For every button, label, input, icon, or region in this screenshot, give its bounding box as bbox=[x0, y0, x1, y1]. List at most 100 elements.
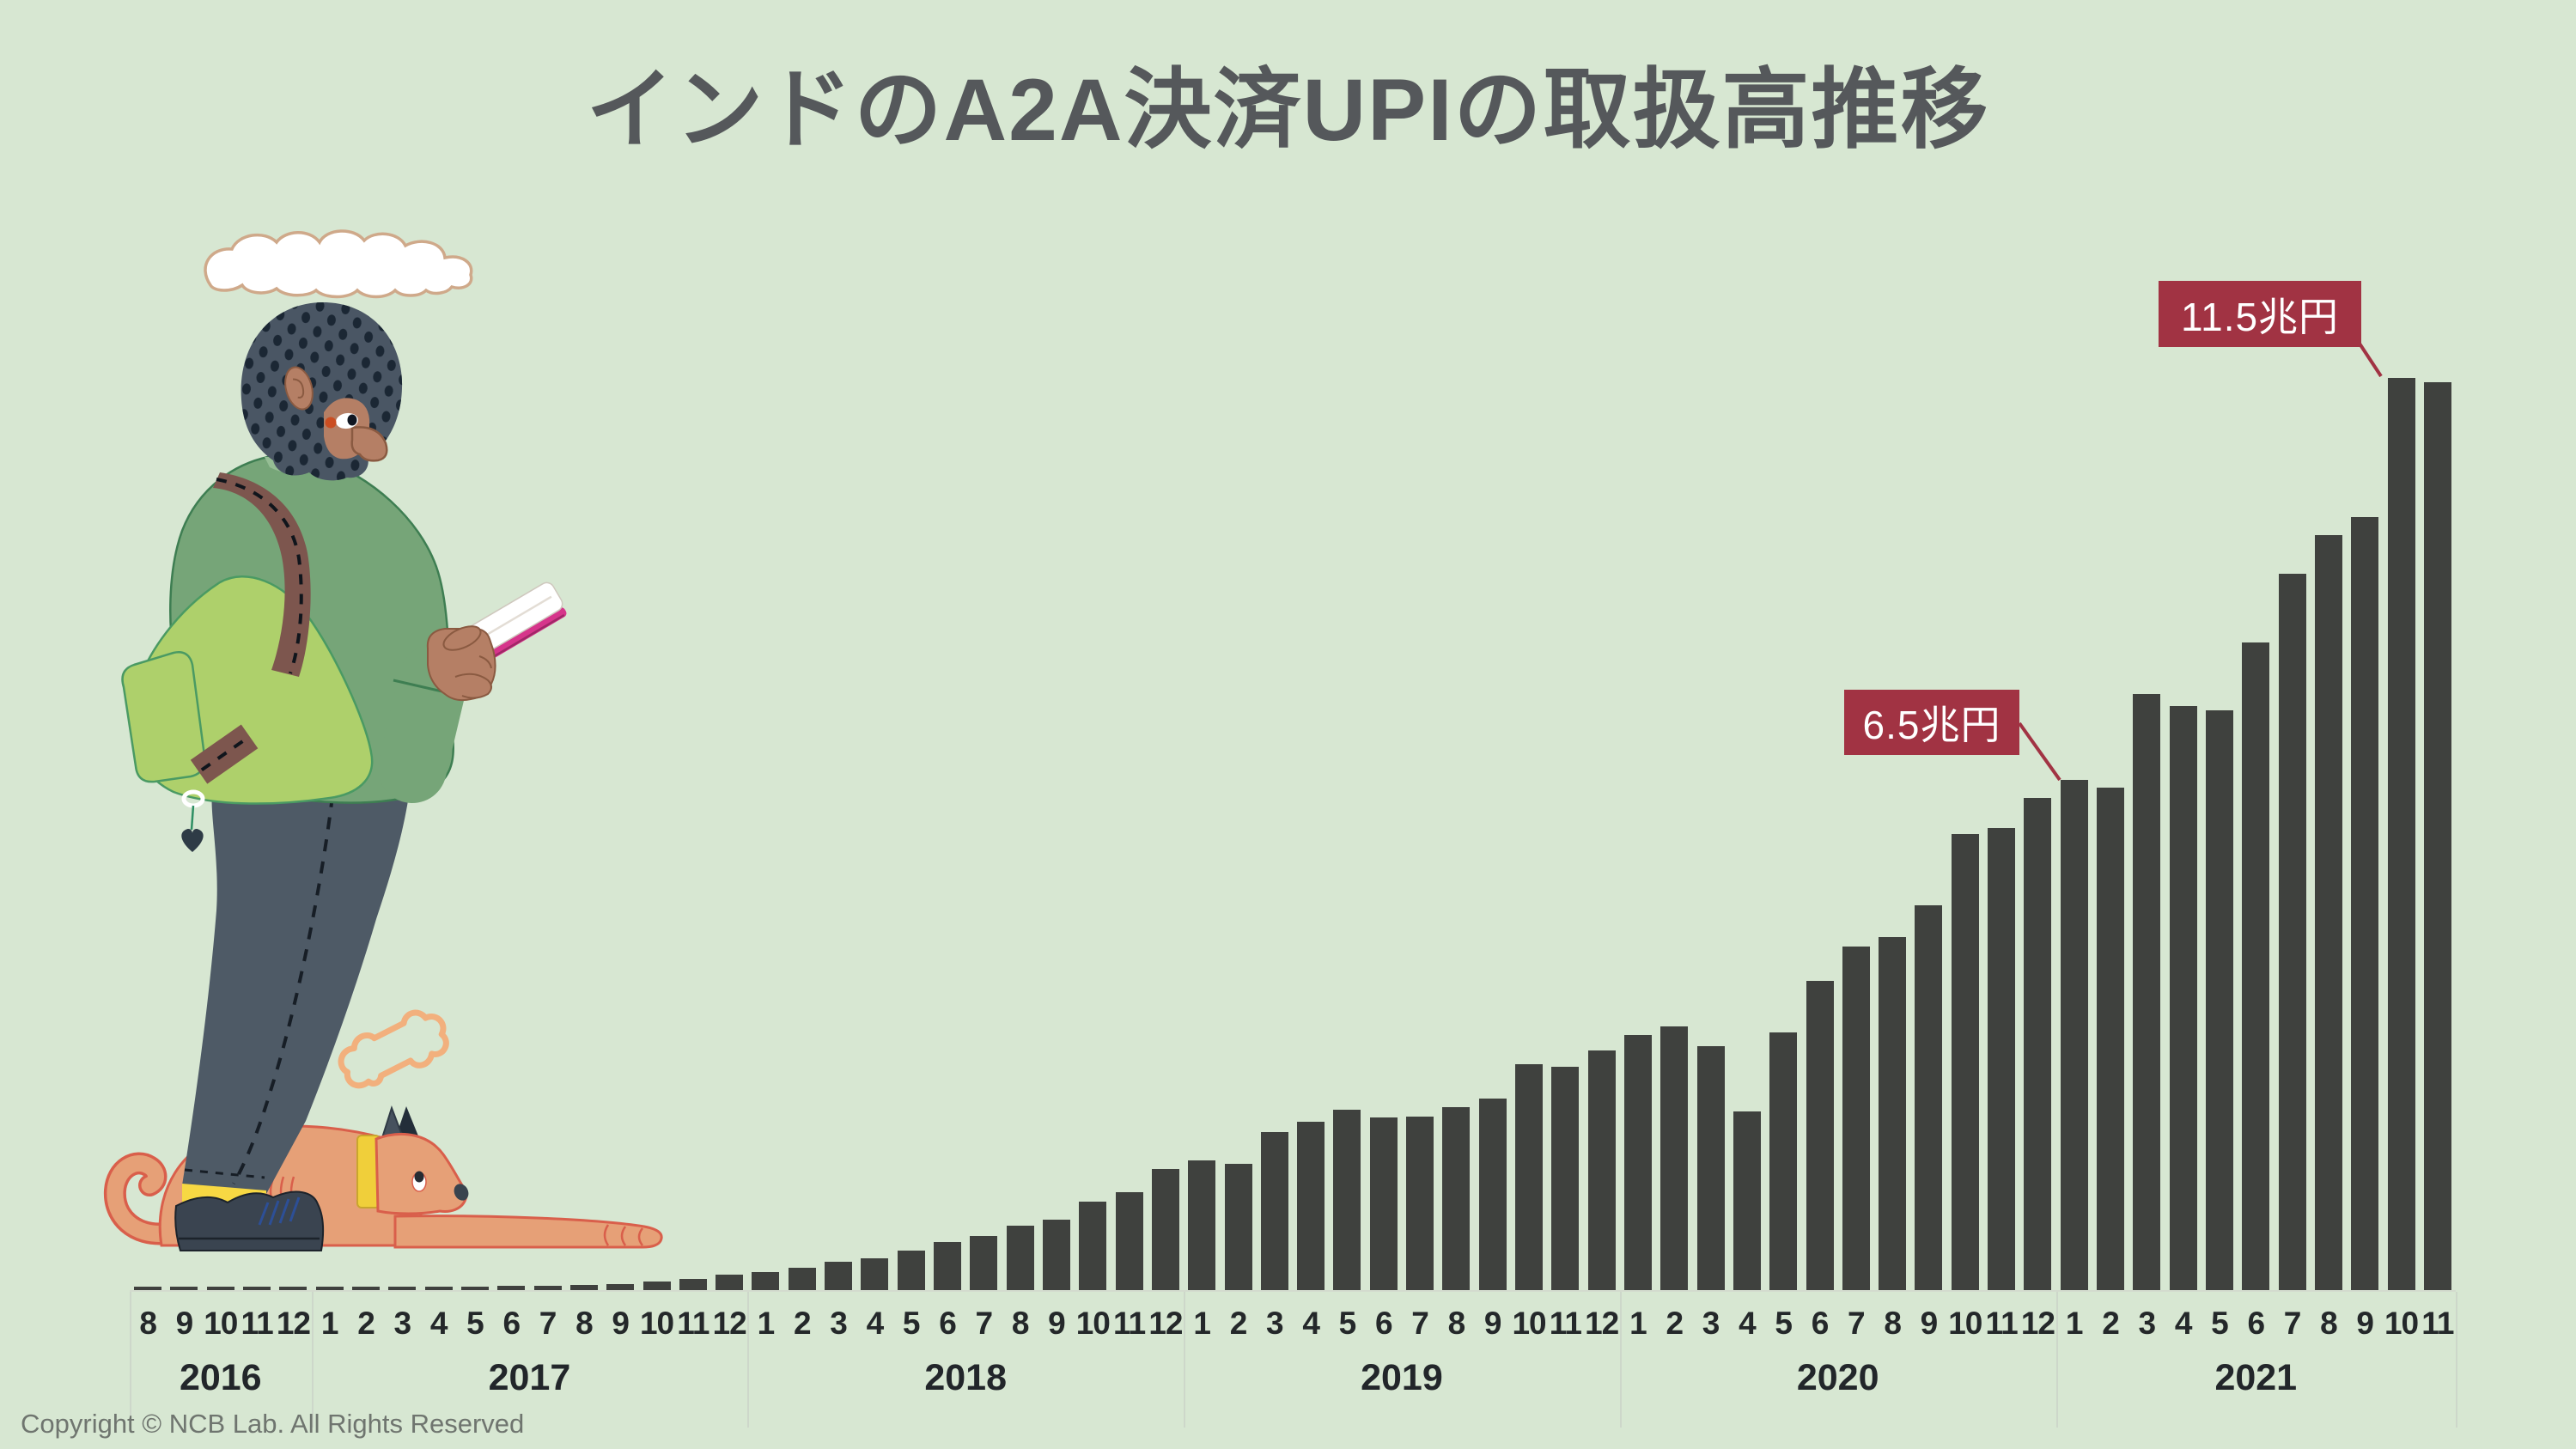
month-label: 1 bbox=[2065, 1306, 2084, 1341]
bar-slot bbox=[893, 0, 929, 1290]
month-label: 12 bbox=[276, 1306, 311, 1341]
month-label: 9 bbox=[612, 1306, 630, 1341]
year-label: 2017 bbox=[488, 1357, 571, 1398]
year-separator-line bbox=[130, 1292, 131, 1428]
year-separator-line bbox=[2055, 1292, 2058, 1428]
heart-charm-icon bbox=[181, 828, 204, 852]
dog-front-paws bbox=[393, 1215, 663, 1249]
bar-slot bbox=[2128, 0, 2165, 1290]
month-label: 9 bbox=[175, 1306, 194, 1341]
bar bbox=[2060, 780, 2088, 1290]
month-label: 11 bbox=[677, 1306, 709, 1341]
month-label: 9 bbox=[1920, 1306, 1939, 1341]
month-label: 11 bbox=[2421, 1306, 2454, 1341]
bar-slot bbox=[1947, 0, 1983, 1290]
bar bbox=[134, 1287, 162, 1290]
bar-slot bbox=[1475, 0, 1511, 1290]
month-label: 4 bbox=[429, 1306, 448, 1341]
bar-slot bbox=[2092, 0, 2128, 1290]
bar bbox=[897, 1251, 925, 1290]
bar bbox=[1478, 1099, 1507, 1290]
bar bbox=[1297, 1122, 1325, 1290]
bar-slot bbox=[203, 0, 239, 1290]
year-axis-labels: 2016 2017 2018 2019 2020 2021 bbox=[130, 1357, 2456, 1399]
bar-slot bbox=[166, 0, 202, 1290]
bar-slot bbox=[2238, 0, 2274, 1290]
month-label: 6 bbox=[1374, 1306, 1393, 1341]
month-label: 11 bbox=[241, 1306, 274, 1341]
bar bbox=[1587, 1050, 1616, 1290]
bar-slot bbox=[239, 0, 275, 1290]
bar-slot bbox=[275, 0, 311, 1290]
bar-slot bbox=[1801, 0, 1837, 1290]
bar bbox=[1660, 1026, 1689, 1290]
bar bbox=[533, 1286, 562, 1290]
dog-pupil bbox=[414, 1171, 424, 1183]
bar-slot bbox=[1402, 0, 1438, 1290]
bar bbox=[752, 1272, 780, 1290]
bar-slot bbox=[1148, 0, 1184, 1290]
month-label: 5 bbox=[2211, 1306, 2229, 1341]
bar-slot bbox=[602, 0, 638, 1290]
month-label: 8 bbox=[1884, 1306, 1902, 1341]
bar bbox=[2423, 382, 2451, 1290]
month-label: 7 bbox=[975, 1306, 994, 1341]
bar-slot bbox=[929, 0, 965, 1290]
month-label: 10 bbox=[204, 1306, 238, 1341]
copyright-text: Copyright © NCB Lab. All Rights Reserved bbox=[21, 1409, 525, 1439]
month-label: 6 bbox=[1811, 1306, 1830, 1341]
bar bbox=[716, 1275, 744, 1290]
bar-slot bbox=[1075, 0, 1111, 1290]
bar bbox=[1224, 1164, 1252, 1290]
bar-slot bbox=[1220, 0, 1256, 1290]
bar bbox=[2314, 535, 2342, 1290]
month-label: 8 bbox=[575, 1306, 594, 1341]
nose bbox=[350, 426, 388, 462]
month-label: 12 bbox=[1148, 1306, 1183, 1341]
bar bbox=[642, 1282, 671, 1290]
backpack bbox=[121, 575, 374, 852]
bar bbox=[1406, 1117, 1434, 1290]
bar-slot bbox=[1366, 0, 1402, 1290]
bar bbox=[2387, 378, 2415, 1290]
bar-slot bbox=[493, 0, 529, 1290]
bar bbox=[1515, 1064, 1544, 1290]
month-label: 9 bbox=[2356, 1306, 2374, 1341]
bar-slot bbox=[457, 0, 493, 1290]
bar-slot bbox=[1838, 0, 1874, 1290]
bar-slot bbox=[638, 0, 674, 1290]
bar-slot bbox=[747, 0, 783, 1290]
month-label: 7 bbox=[2283, 1306, 2302, 1341]
month-label: 7 bbox=[1411, 1306, 1429, 1341]
bone-icon bbox=[338, 1009, 449, 1089]
month-label: 10 bbox=[1075, 1306, 1111, 1341]
dog-nose bbox=[454, 1184, 469, 1201]
bar-slot bbox=[1184, 0, 1220, 1290]
bar bbox=[2169, 706, 2197, 1290]
bar-slot bbox=[1257, 0, 1293, 1290]
month-label: 1 bbox=[757, 1306, 776, 1341]
bar bbox=[1442, 1107, 1471, 1290]
month-label: 4 bbox=[1302, 1306, 1320, 1341]
bar bbox=[1188, 1160, 1216, 1290]
month-label: 1 bbox=[1193, 1306, 1211, 1341]
bar bbox=[1733, 1111, 1761, 1290]
month-label: 11 bbox=[1113, 1306, 1146, 1341]
month-label: 11 bbox=[1985, 1306, 2019, 1341]
bar-slot bbox=[1874, 0, 1910, 1290]
month-label: 3 bbox=[393, 1306, 412, 1341]
bar bbox=[606, 1284, 635, 1290]
bar-slot bbox=[130, 0, 166, 1290]
bar-slot bbox=[312, 0, 348, 1290]
month-label: 9 bbox=[1483, 1306, 1502, 1341]
ear bbox=[284, 366, 314, 411]
bar-slot bbox=[1692, 0, 1728, 1290]
bar bbox=[2278, 574, 2306, 1290]
year-separator-line bbox=[747, 1292, 750, 1428]
month-label: 10 bbox=[1948, 1306, 1982, 1341]
bar bbox=[1115, 1192, 1143, 1290]
bar bbox=[1879, 937, 1907, 1290]
month-label: 5 bbox=[902, 1306, 921, 1341]
month-label: 7 bbox=[1848, 1306, 1866, 1341]
backpack-strap bbox=[190, 472, 311, 784]
